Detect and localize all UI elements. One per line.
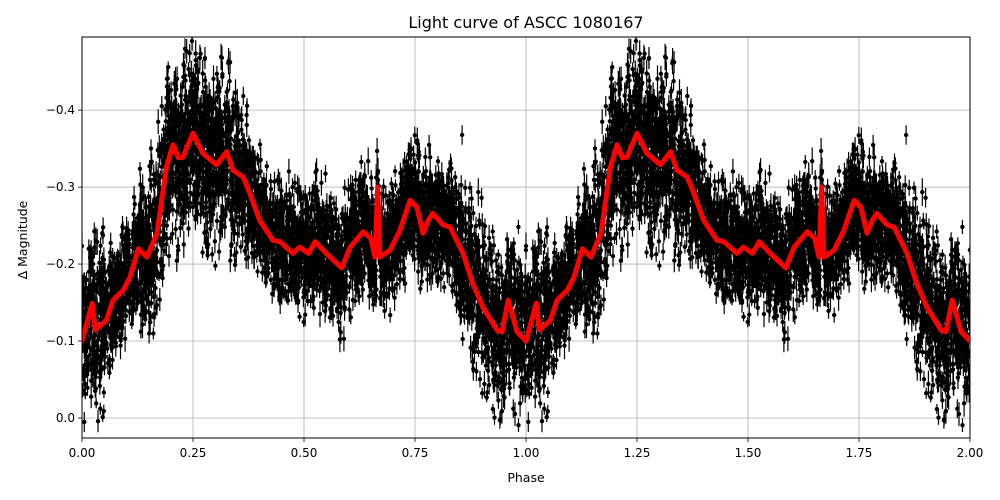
x-tick-label: 1.00	[513, 446, 540, 460]
y-axis-ticks: 0.0 −0.1 −0.2 −0.3 −0.4	[46, 103, 82, 425]
y-axis-label: Δ Magnitude	[15, 200, 30, 279]
observation-points	[82, 37, 970, 433]
model-line	[82, 130, 529, 344]
x-axis-label: Phase	[507, 470, 545, 485]
y-tick-label: 0.0	[56, 411, 75, 425]
x-tick-label: 1.50	[735, 446, 762, 460]
x-tick-label: 0.25	[180, 446, 207, 460]
x-tick-label: 0.75	[402, 446, 429, 460]
x-tick-label: 0.00	[69, 446, 96, 460]
y-tick-label: −0.3	[46, 180, 75, 194]
x-tick-label: 0.50	[291, 446, 318, 460]
y-tick-label: −0.2	[46, 257, 75, 271]
x-tick-label: 1.75	[846, 446, 873, 460]
y-tick-label: −0.4	[46, 103, 75, 117]
model-curve	[82, 130, 970, 344]
y-tick-label: −0.1	[46, 334, 75, 348]
x-tick-label: 1.25	[624, 446, 651, 460]
x-axis-ticks: 0.00 0.25 0.50 0.75 1.00 1.25 1.50 1.75 2.00	[69, 438, 984, 460]
chart-title: Light curve of ASCC 1080167	[408, 13, 643, 32]
x-tick-label: 2.00	[957, 446, 984, 460]
model-line	[523, 130, 970, 344]
